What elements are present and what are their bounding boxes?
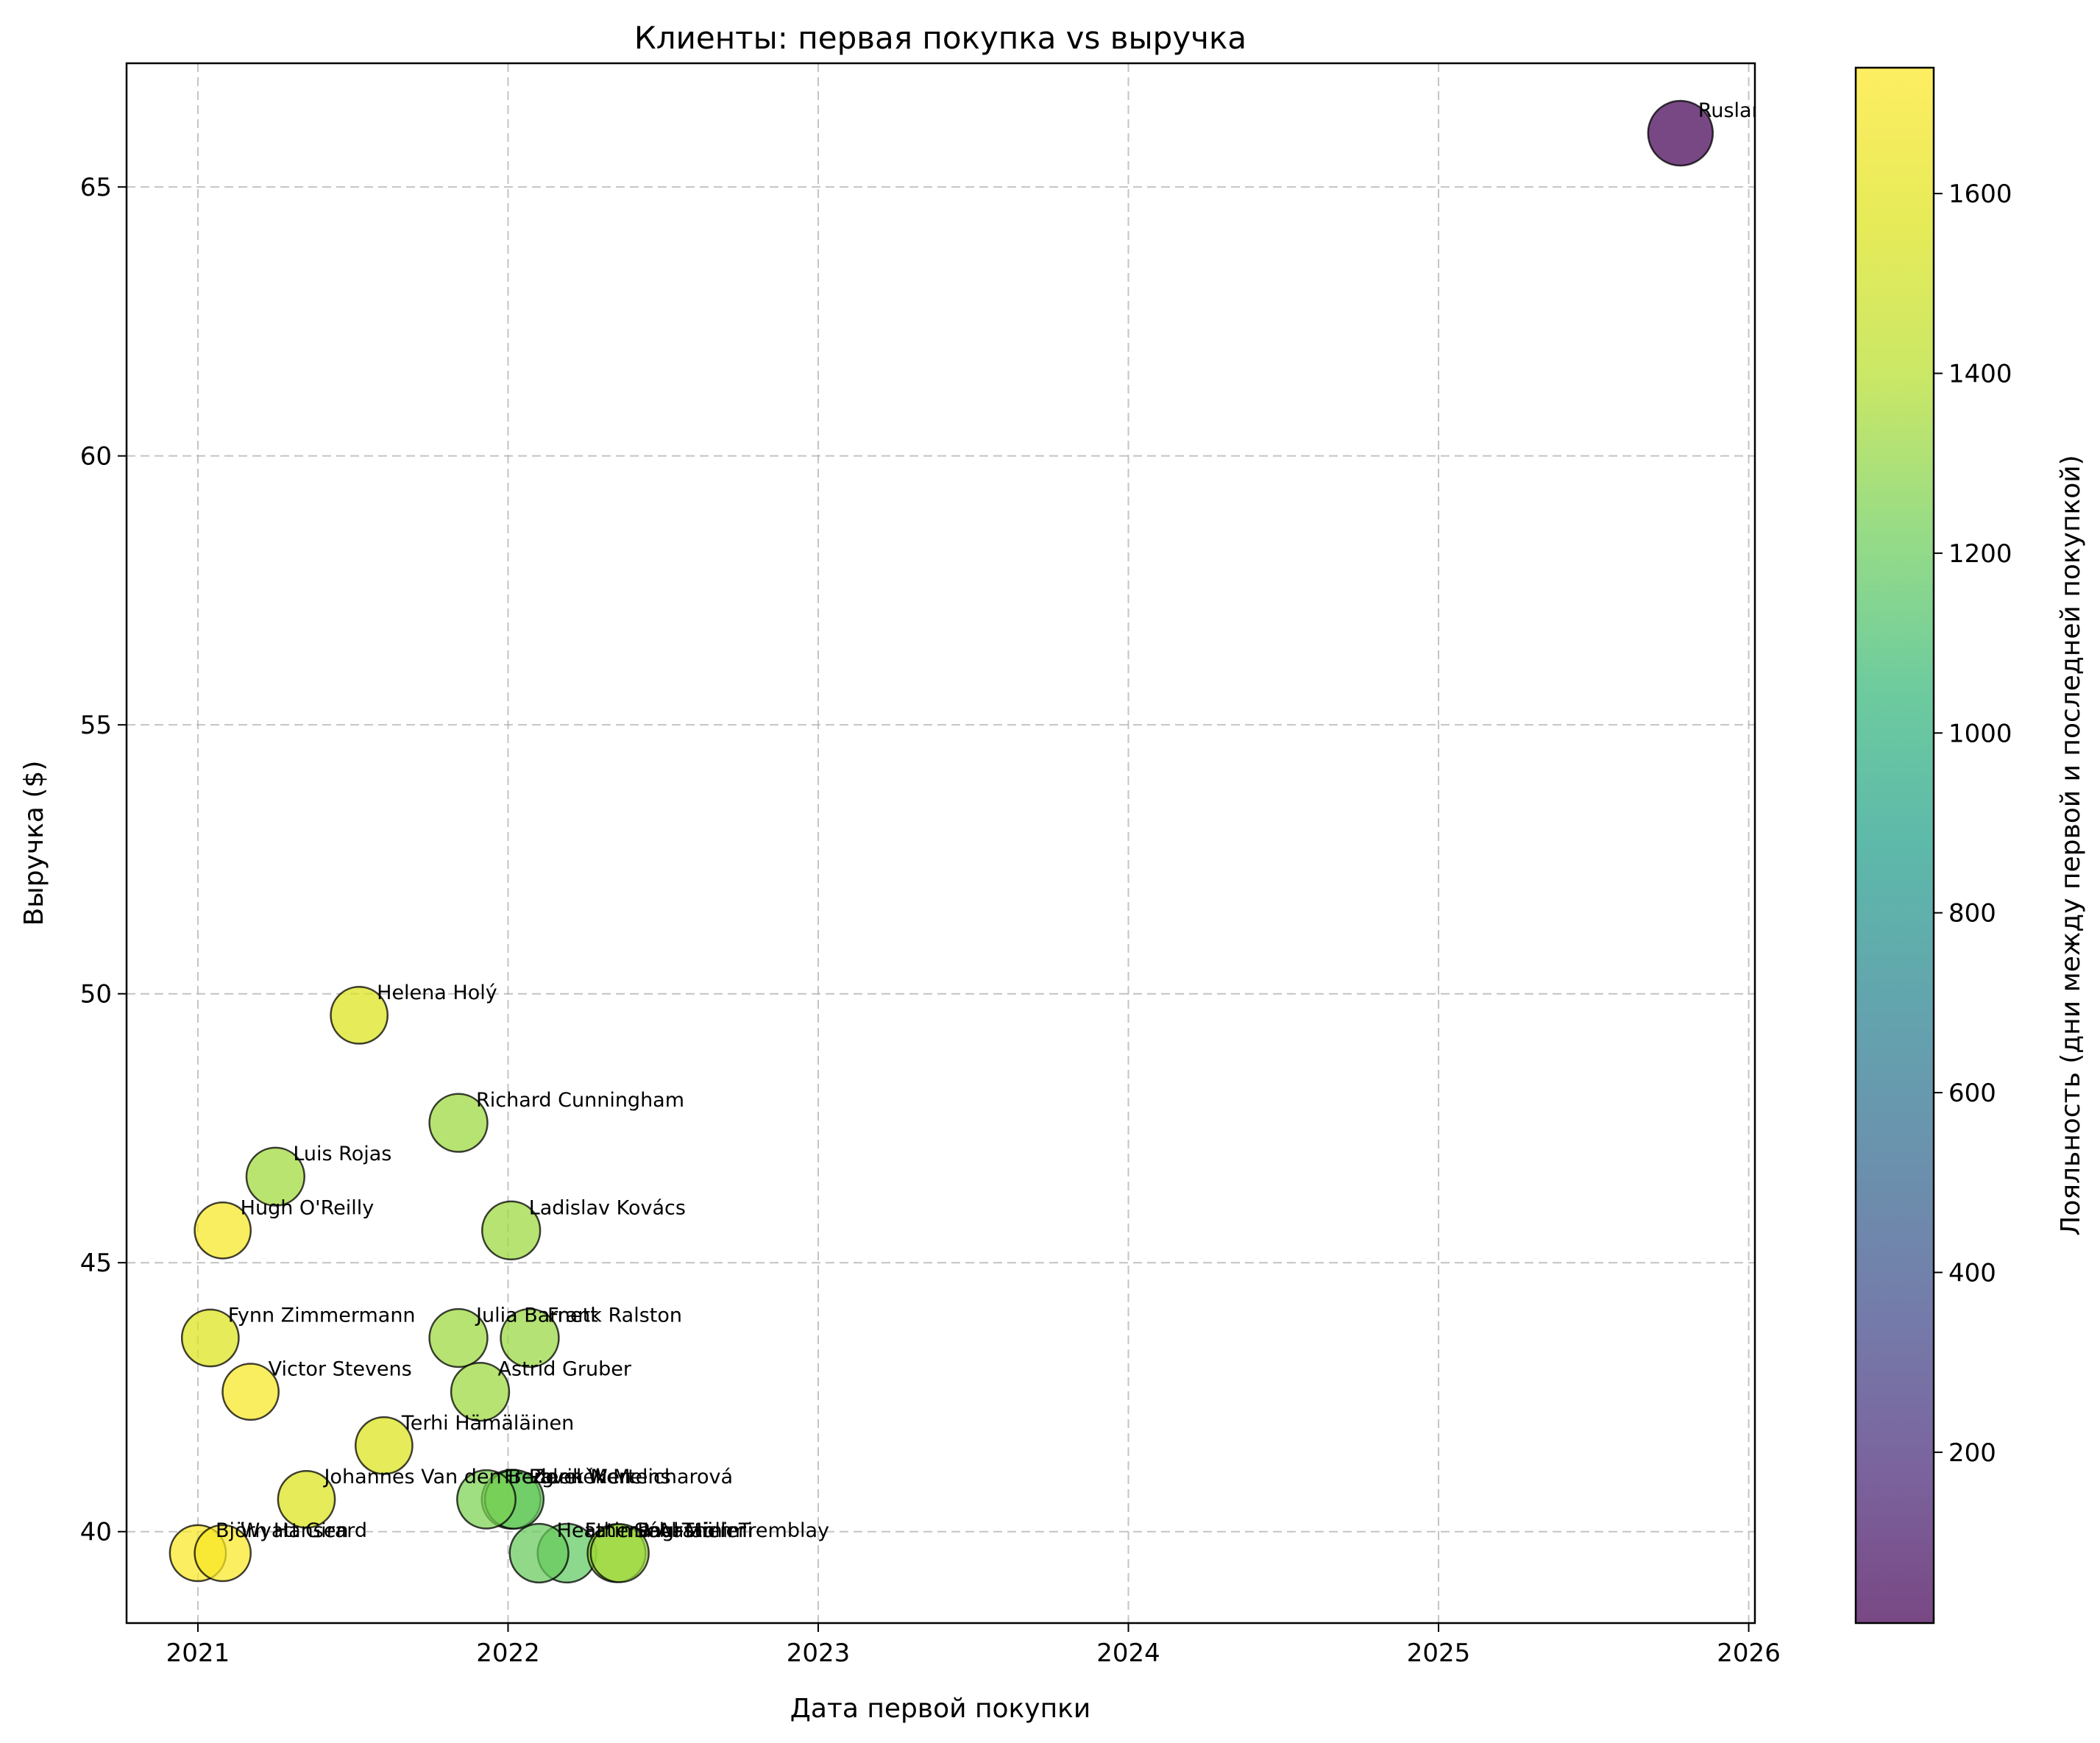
colorbar-tick-label: 1400	[1948, 359, 2012, 388]
colorbar	[1854, 66, 1935, 1625]
y-tick-label: 45	[80, 1249, 112, 1278]
point-label: Terhi Hämäläinen	[401, 1412, 574, 1435]
point-label: Johannes Van den Berg	[322, 1466, 554, 1488]
point-label: Sébastien Tremblay	[634, 1519, 829, 1542]
scatter-point	[180, 1308, 240, 1368]
colorbar-tick-label: 1600	[1948, 180, 2012, 209]
scatter-point	[428, 1307, 489, 1369]
point-label: Victor Stevens	[269, 1358, 412, 1381]
x-tick-label: 2026	[1717, 1639, 1781, 1668]
scatter-point	[508, 1522, 570, 1584]
colorbar-tick-label: 200	[1948, 1438, 1996, 1468]
colorbar-tick-label: 600	[1948, 1079, 1996, 1108]
point-label: Heather Ingram	[557, 1519, 714, 1542]
y-tick-label: 40	[80, 1518, 112, 1547]
scatter-point	[221, 1363, 280, 1421]
point-label: Björn Hansen	[216, 1519, 349, 1542]
point-label: Paul Müller	[637, 1519, 747, 1542]
plot-frame	[125, 62, 1756, 1625]
scatter-point	[456, 1469, 517, 1530]
point-label: Frederik Mertens	[504, 1466, 671, 1488]
scatter-point	[428, 1093, 489, 1153]
point-label: Astrid Gruber	[498, 1358, 632, 1381]
point-label: Fynn Zimmermann	[228, 1304, 416, 1327]
scatter-point	[330, 986, 389, 1045]
point-label: Luis Rojas	[293, 1143, 391, 1165]
colorbar-tick-label: 1000	[1948, 719, 2012, 748]
y-tick-label: 50	[80, 980, 112, 1009]
point-labels: Ruslan Tuleuo Helena Holý Richard Cunningh…	[216, 99, 1835, 1542]
scatter-point	[194, 1524, 252, 1583]
y-axis-label: Выручка ($)	[19, 761, 49, 926]
scatter-point	[1647, 99, 1714, 167]
point-label: Zdeněk Melicharová	[532, 1466, 733, 1488]
colorbar-label: Лояльность (дни между первой и последней…	[2056, 455, 2086, 1235]
colorbar-tick-label: 400	[1948, 1258, 1996, 1288]
point-label: Wyatt Girard	[241, 1519, 367, 1542]
y-axis-ticks: 40 45 50 55 60 65	[80, 173, 127, 1547]
scatter-points	[169, 99, 1714, 1584]
x-tick-label: 2024	[1096, 1639, 1160, 1668]
x-tick-label: 2023	[787, 1639, 851, 1668]
scatter-point	[450, 1361, 511, 1422]
chart-title: Клиенты: первая покупка vs выручка	[634, 20, 1246, 56]
y-tick-label: 65	[80, 173, 112, 202]
scatter-point	[245, 1146, 305, 1207]
scatter-point	[354, 1416, 414, 1475]
point-label: Helena Holý	[377, 981, 497, 1004]
point-label: Julia Barnett	[475, 1304, 598, 1327]
x-tick-label: 2022	[476, 1639, 540, 1668]
point-label: Pavel Wen	[529, 1466, 631, 1488]
y-tick-label: 60	[80, 442, 112, 472]
point-label: Ruslan Tuleuo	[1698, 99, 1835, 122]
point-label: Richard Cunningham	[476, 1089, 684, 1112]
point-label: Fatima Al-Tamimi	[585, 1519, 753, 1542]
point-label: Ladislav Kovács	[529, 1196, 686, 1219]
x-tick-label: 2025	[1407, 1639, 1471, 1668]
scatter-point	[277, 1469, 336, 1529]
scatter-point	[589, 1523, 650, 1583]
x-axis-label: Дата первой покупки	[790, 1694, 1091, 1724]
scatter-point	[481, 1200, 542, 1261]
grid	[127, 63, 1755, 1623]
point-label: Frank Ralston	[547, 1304, 682, 1327]
scatter-point	[500, 1307, 560, 1369]
point-label: Hugh O'Reilly	[241, 1196, 375, 1219]
x-axis-ticks: 2021 2022 2023 2024 2025 2026	[166, 1623, 1781, 1668]
x-tick-label: 2021	[166, 1639, 230, 1668]
y-tick-label: 55	[80, 711, 112, 740]
colorbar-tick-label: 1200	[1948, 539, 2012, 569]
colorbar-tick-label: 800	[1948, 899, 1996, 929]
colorbar-ticks: 200 400 600 800 1000 1200 1400 1600	[1934, 180, 2012, 1468]
scatter-point	[194, 1201, 252, 1260]
